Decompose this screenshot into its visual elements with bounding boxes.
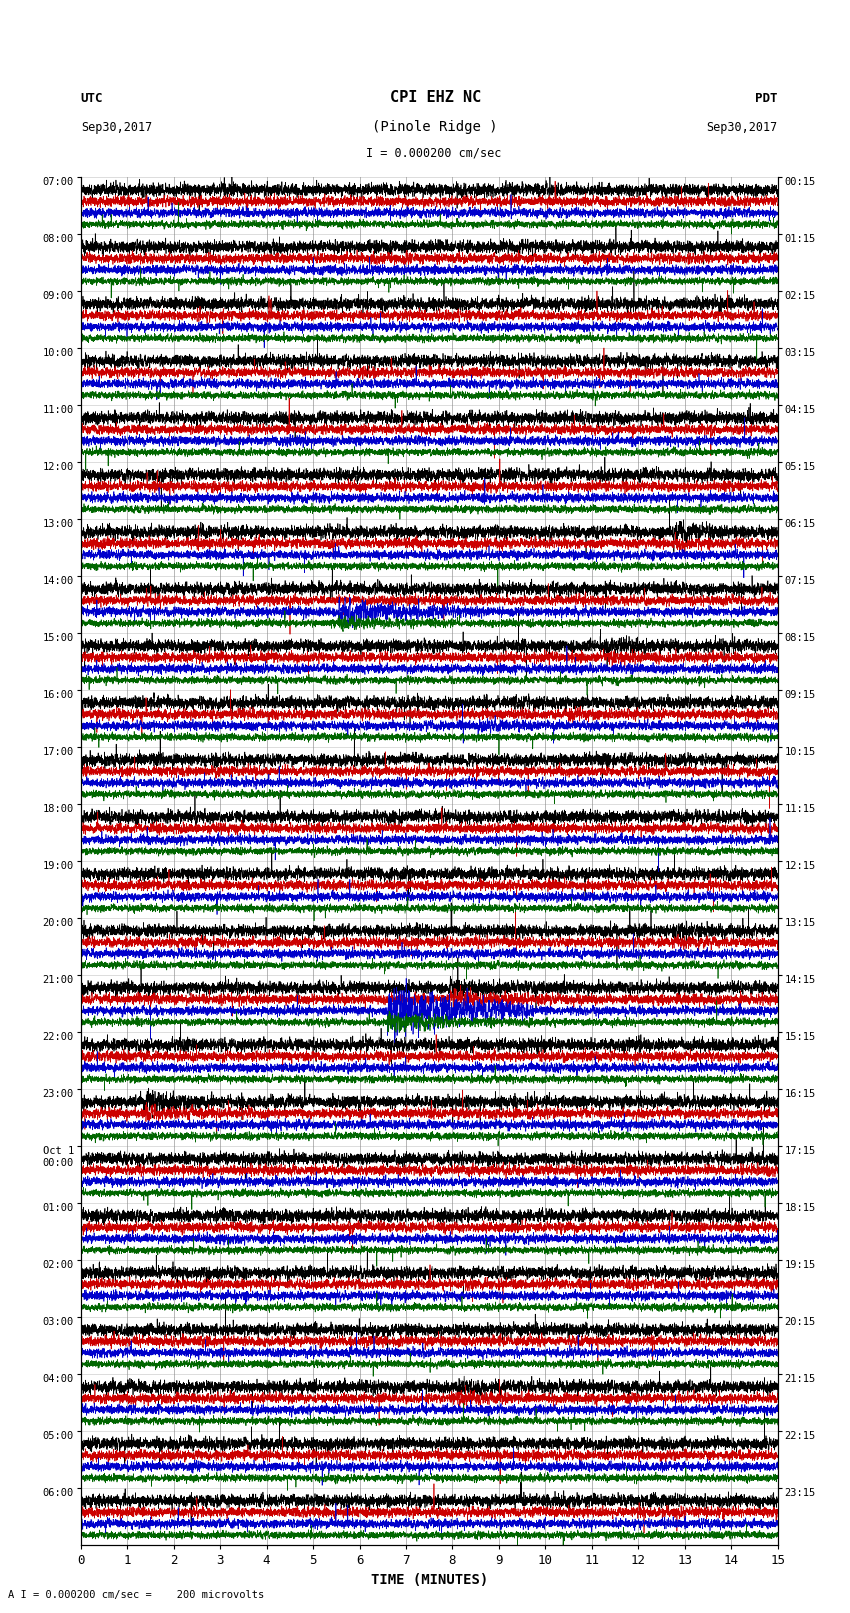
Text: (Pinole Ridge ): (Pinole Ridge ) [372, 119, 498, 134]
Text: Sep30,2017: Sep30,2017 [81, 121, 152, 134]
Text: Sep30,2017: Sep30,2017 [706, 121, 778, 134]
X-axis label: TIME (MINUTES): TIME (MINUTES) [371, 1573, 488, 1587]
Text: A I = 0.000200 cm/sec =    200 microvolts: A I = 0.000200 cm/sec = 200 microvolts [8, 1590, 264, 1600]
Text: CPI EHZ NC: CPI EHZ NC [389, 90, 481, 105]
Text: PDT: PDT [756, 92, 778, 105]
Text: UTC: UTC [81, 92, 103, 105]
Text: I = 0.000200 cm/sec: I = 0.000200 cm/sec [366, 147, 501, 160]
